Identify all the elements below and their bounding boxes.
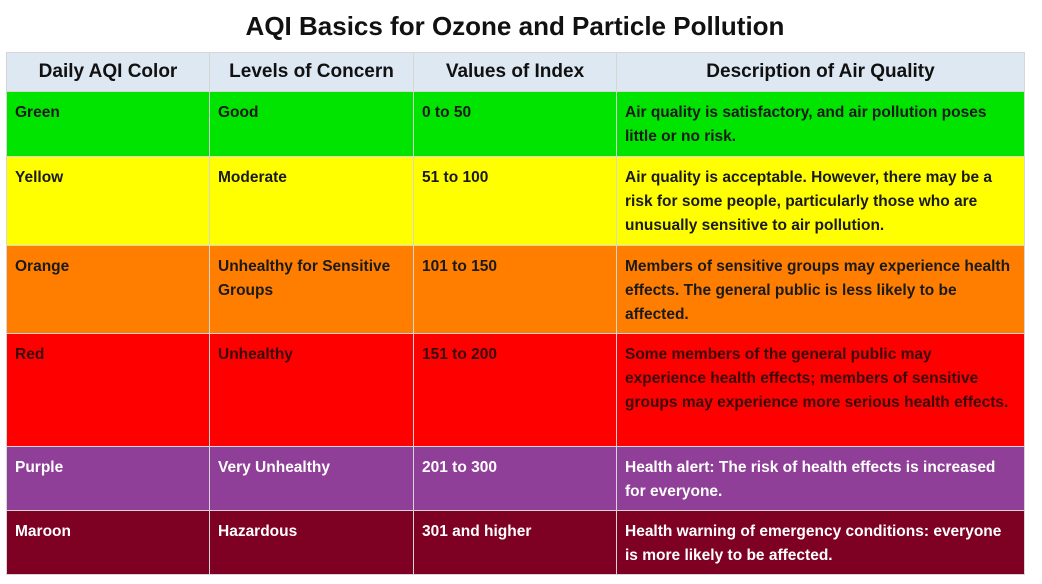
page-title: AQI Basics for Ozone and Particle Pollut… [245, 11, 785, 41]
description-cell: Health warning of emergency conditions: … [616, 510, 1025, 575]
concern-cell: Good [209, 91, 414, 157]
table-row: Red Unhealthy 151 to 200 Some members of… [6, 333, 1025, 447]
table-row: Orange Unhealthy for Sensitive Groups 10… [6, 245, 1025, 334]
header-values-of-index: Values of Index [413, 52, 617, 92]
concern-cell: Unhealthy [209, 333, 414, 447]
description-cell: Health alert: The risk of health effects… [616, 446, 1025, 511]
index-values-cell: 201 to 300 [413, 446, 617, 511]
index-values-cell: 51 to 100 [413, 156, 617, 246]
header-description: Description of Air Quality [616, 52, 1025, 92]
aqi-color-cell: Red [6, 333, 210, 447]
table-row: Purple Very Unhealthy 201 to 300 Health … [6, 446, 1025, 511]
table-row: Yellow Moderate 51 to 100 Air quality is… [6, 156, 1025, 246]
index-values-cell: 0 to 50 [413, 91, 617, 157]
header-levels-of-concern: Levels of Concern [209, 52, 414, 92]
concern-cell: Moderate [209, 156, 414, 246]
aqi-color-cell: Maroon [6, 510, 210, 575]
table-header-row: Daily AQI Color Levels of Concern Values… [6, 52, 1025, 92]
index-values-cell: 101 to 150 [413, 245, 617, 334]
concern-cell: Unhealthy for Sensitive Groups [209, 245, 414, 334]
header-daily-aqi-color: Daily AQI Color [6, 52, 210, 92]
aqi-color-cell: Yellow [6, 156, 210, 246]
description-cell: Some members of the general public may e… [616, 333, 1025, 447]
description-cell: Air quality is satisfactory, and air pol… [616, 91, 1025, 157]
concern-cell: Hazardous [209, 510, 414, 575]
aqi-color-cell: Orange [6, 245, 210, 334]
concern-cell: Very Unhealthy [209, 446, 414, 511]
table-row: Maroon Hazardous 301 and higher Health w… [6, 510, 1025, 575]
aqi-table: Daily AQI Color Levels of Concern Values… [6, 52, 1025, 575]
table-row: Green Good 0 to 50 Air quality is satisf… [6, 91, 1025, 157]
aqi-color-cell: Green [6, 91, 210, 157]
index-values-cell: 151 to 200 [413, 333, 617, 447]
description-cell: Members of sensitive groups may experien… [616, 245, 1025, 334]
description-cell: Air quality is acceptable. However, ther… [616, 156, 1025, 246]
aqi-color-cell: Purple [6, 446, 210, 511]
index-values-cell: 301 and higher [413, 510, 617, 575]
